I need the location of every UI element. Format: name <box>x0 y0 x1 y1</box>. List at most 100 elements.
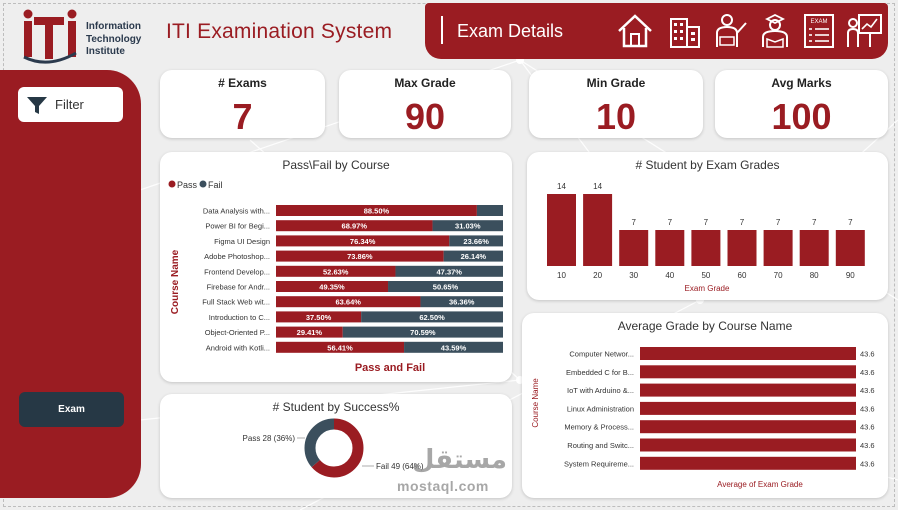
pass-bar[interactable] <box>276 205 477 216</box>
presentation-icon[interactable] <box>845 11 885 51</box>
grade-bar[interactable] <box>691 230 721 266</box>
fail-bar[interactable] <box>476 205 503 216</box>
pass-bar[interactable] <box>276 220 433 232</box>
grade-bar[interactable] <box>583 194 613 266</box>
pass-bar[interactable] <box>276 326 343 338</box>
kpi-value: 90 <box>404 96 446 137</box>
x-tick-label: 80 <box>810 271 819 280</box>
pass-bar[interactable] <box>276 235 450 247</box>
pass-data-label: 76.34% <box>350 237 376 246</box>
slice-label-pass: Pass 28 (36%) <box>243 434 296 443</box>
fail-bar[interactable] <box>432 220 503 232</box>
exam-grades-chart: 14 10 14 20 7 30 7 40 7 50 7 60 7 70 7 80 7 90 Exam Grade <box>547 182 865 293</box>
donut-slice-pass[interactable] <box>304 418 364 478</box>
avg-grade-chart-card: Average Grade by Course Name Course Name… <box>522 313 888 498</box>
avg-grade-bar[interactable] <box>640 438 856 452</box>
exam-button[interactable]: Exam <box>19 392 124 427</box>
grade-bar[interactable] <box>655 230 685 266</box>
pass-bar[interactable] <box>276 341 405 353</box>
kpi-label: Min Grade <box>586 76 646 90</box>
iti-logo: Information Technology Institute <box>20 7 150 65</box>
category-label: IoT with Arduino &... <box>567 386 634 395</box>
success-donut-chart: Pass 28 (36%) Fail 49 (64%) <box>243 418 424 478</box>
avg-grade-bar[interactable] <box>640 365 856 379</box>
pass-data-label: 88.50% <box>364 207 390 216</box>
pass-data-label: 73.86% <box>347 252 373 261</box>
legend-label-fail: Fail <box>208 180 223 190</box>
student-icon[interactable] <box>755 11 795 51</box>
pass-bar[interactable] <box>276 296 421 308</box>
pass-bar[interactable] <box>276 265 396 277</box>
pass-data-label: 37.50% <box>306 313 332 322</box>
category-label: Adobe Photoshop... <box>204 252 270 261</box>
bar-value-label: 7 <box>848 218 853 227</box>
pass-data-label: 29.41% <box>297 328 323 337</box>
pass-data-label: 56.41% <box>327 343 353 352</box>
bar-value-label: 14 <box>557 182 566 191</box>
exam-icon[interactable]: EXAM <box>799 11 839 51</box>
fail-data-label: 70.59% <box>410 328 436 337</box>
kpi-card-exams: # Exams 7 <box>160 70 325 138</box>
pass-data-label: 68.97% <box>342 222 368 231</box>
grade-bar[interactable] <box>727 230 757 266</box>
category-label: Android with Kotli... <box>206 343 270 352</box>
fail-bar[interactable] <box>443 250 503 262</box>
grade-bar[interactable] <box>619 230 649 266</box>
filter-button[interactable]: Filter <box>18 87 123 122</box>
x-axis-label: Pass and Fail <box>355 362 425 374</box>
fail-data-label: 62.50% <box>419 313 445 322</box>
avg-grade-bar[interactable] <box>640 420 856 434</box>
bar-value-label: 43.6 <box>860 404 875 413</box>
x-tick-label: 50 <box>701 271 710 280</box>
pass-data-label: 49.35% <box>319 283 345 292</box>
building-icon[interactable] <box>665 11 705 51</box>
category-label: Memory & Process... <box>564 423 634 432</box>
bar-value-label: 43.6 <box>860 350 875 359</box>
sidebar: Filter Exam <box>0 70 141 498</box>
avg-grade-bar[interactable] <box>640 347 856 360</box>
pass-bar[interactable] <box>276 311 362 323</box>
fail-bar[interactable] <box>342 326 503 338</box>
pass-bar[interactable] <box>276 281 389 292</box>
grade-bar[interactable] <box>799 230 829 266</box>
fail-bar[interactable] <box>388 281 503 292</box>
y-axis-label: Course Name <box>170 249 181 314</box>
slice-label-fail: Fail 49 (64%) <box>376 462 424 471</box>
fail-bar[interactable] <box>420 296 503 308</box>
fail-bar[interactable] <box>449 235 503 247</box>
pass-data-label: 52.63% <box>323 267 349 276</box>
fail-data-label: 36.36% <box>449 298 475 307</box>
category-label: Full Stack Web wit... <box>202 298 270 307</box>
category-label: Firebase for Andr... <box>207 283 270 292</box>
fail-bar[interactable] <box>404 341 503 353</box>
iti-logo-text: Information Technology Institute <box>86 21 142 57</box>
pass-bar[interactable] <box>276 250 444 262</box>
kpi-label: Avg Marks <box>771 76 832 90</box>
legend-label-pass: Pass <box>177 180 198 190</box>
kpi-label: # Exams <box>218 76 267 90</box>
exam-icon-label: EXAM <box>810 19 827 25</box>
grade-bar[interactable] <box>835 230 865 266</box>
avg-grade-bar[interactable] <box>640 383 856 397</box>
grade-bar[interactable] <box>763 230 793 266</box>
exam-grades-chart-card: # Student by Exam Grades 14 10 14 20 7 30 7 40 7… <box>527 152 888 300</box>
fail-data-label: 47.37% <box>437 267 463 276</box>
bar-value-label: 7 <box>740 218 745 227</box>
home-icon[interactable] <box>615 11 655 51</box>
avg-grade-bar[interactable] <box>640 456 856 470</box>
chart-title: # Student by Success% <box>272 400 400 414</box>
watermark-arabic: مستقل <box>411 445 507 475</box>
kpi-card-avg-marks: Avg Marks 100 <box>715 70 888 138</box>
grade-bar[interactable] <box>547 194 576 266</box>
avg-grade-bar[interactable] <box>640 401 856 415</box>
filter-button-label: Filter <box>55 97 84 112</box>
instructor-icon[interactable] <box>709 11 749 51</box>
avg-grade-chart: Course Name Computer Networ... 43.6 Embedde… <box>531 347 875 489</box>
category-label: Linux Administration <box>567 404 634 413</box>
fail-bar[interactable] <box>395 265 503 277</box>
kpi-value: 10 <box>595 96 637 137</box>
fail-bar[interactable] <box>361 311 503 323</box>
fail-data-label: 26.14% <box>461 252 487 261</box>
bar-value-label: 7 <box>812 218 817 227</box>
category-label: Routing and Switc... <box>567 441 634 450</box>
